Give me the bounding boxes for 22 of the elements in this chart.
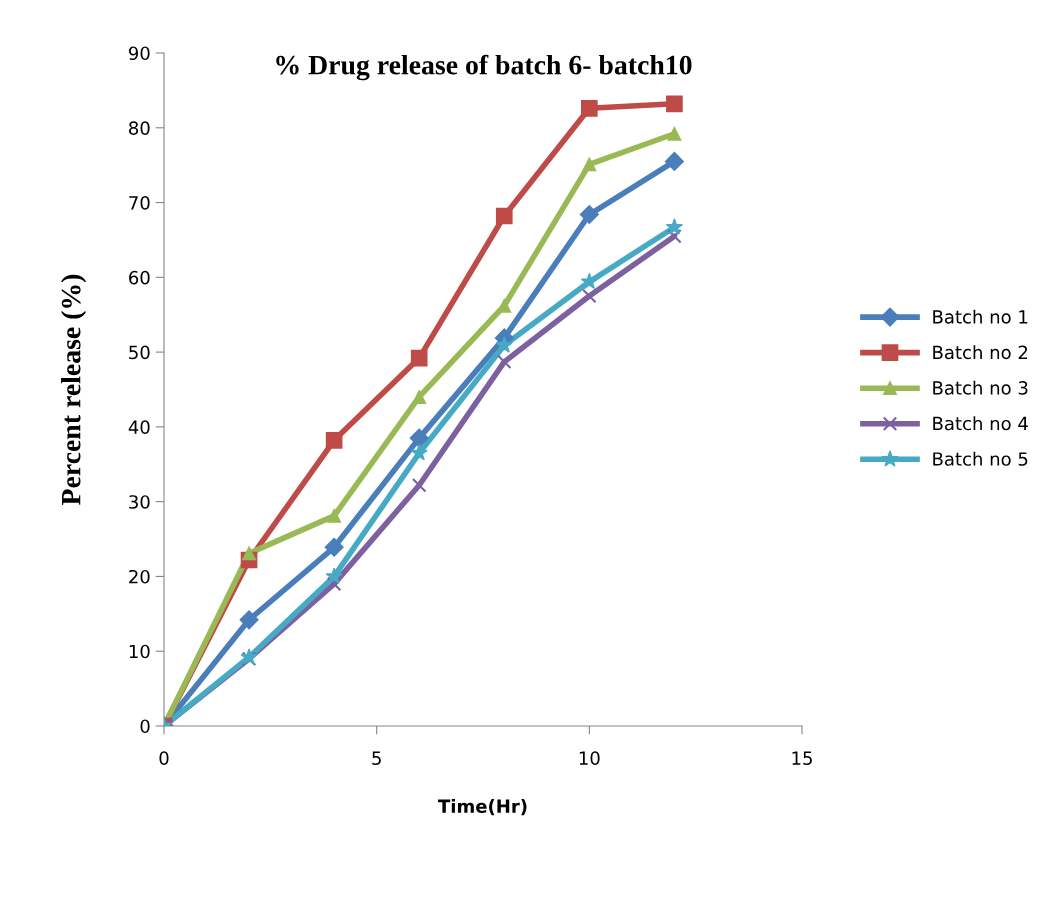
x-axis-title: Time(Hr) (438, 799, 527, 816)
legend-label: Batch no 4 (933, 416, 1028, 431)
x-tick-label: 0 (159, 751, 169, 765)
y-tick-label: 50 (129, 345, 150, 360)
x-tick-label: 10 (579, 751, 600, 765)
y-axis-title: Percent release (%) (60, 274, 87, 505)
y-tick-label: 90 (128, 46, 150, 61)
legend-label: Batch no 1 (933, 309, 1028, 324)
chart-title: % Drug release of batch 6- batch10 (276, 54, 692, 81)
legend-label: Batch no 5 (933, 451, 1028, 466)
y-tick-label: 40 (128, 420, 150, 435)
y-tick-label: 20 (129, 569, 150, 584)
y-tick-label: 60 (129, 270, 150, 285)
y-tick-label: 30 (129, 495, 150, 509)
x-tick-label: 5 (372, 751, 381, 765)
legend-label: Batch no 3 (933, 380, 1028, 395)
y-tick-label: 80 (129, 121, 150, 135)
legend-label: Batch no 2 (933, 345, 1028, 360)
x-tick-label: 15 (792, 751, 812, 765)
y-tick-label: 0 (140, 719, 150, 734)
y-tick-label: 10 (129, 644, 150, 659)
y-tick-label: 70 (129, 196, 150, 210)
